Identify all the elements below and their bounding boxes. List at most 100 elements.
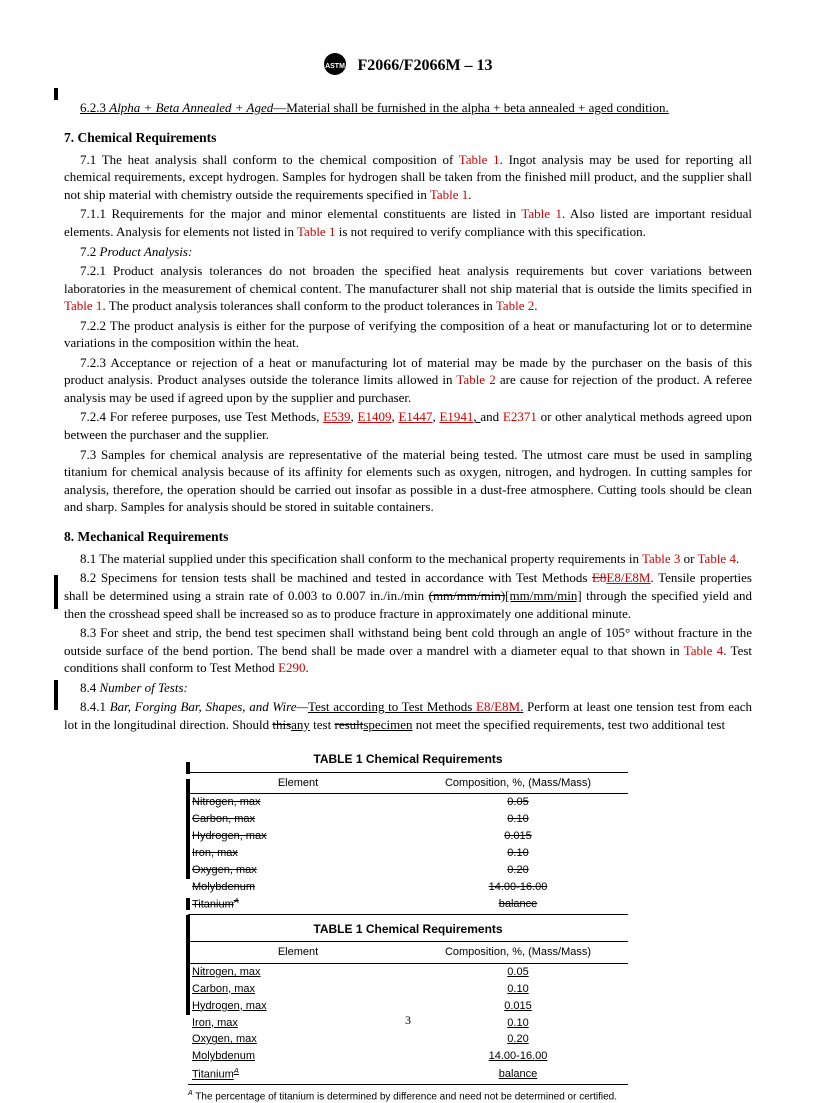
table-row: Nitrogen, max0.05 xyxy=(188,964,628,981)
clause-title: Alpha + Beta Annealed + Aged xyxy=(109,100,273,115)
revision-bar xyxy=(186,762,190,774)
table-cell-element: Molybdenum xyxy=(188,879,408,896)
table-footnote: A The percentage of titanium is determin… xyxy=(188,1089,628,1103)
table-cell-element: TitaniumA xyxy=(188,895,408,914)
table-title: TABLE 1 Chemical Requirements xyxy=(188,921,628,937)
section-8-heading: 8. Mechanical Requirements xyxy=(64,528,752,546)
para-8-4-1: 8.4.1 Bar, Forging Bar, Shapes, and Wire… xyxy=(64,698,752,733)
table-cell-value: 0.10 xyxy=(408,981,628,998)
table-cell-value: 0.10 xyxy=(408,811,628,828)
table-row: Carbon, max0.10 xyxy=(188,981,628,998)
table-cell-element: TitaniumA xyxy=(188,1065,408,1084)
table-cell-value: 0.20 xyxy=(408,1031,628,1048)
table-row: Iron, max0.10 xyxy=(188,845,628,862)
svg-text:ASTM: ASTM xyxy=(326,63,346,70)
deleted-text: (mm/mm/min) xyxy=(429,588,506,603)
deleted-text: this xyxy=(272,717,291,732)
table-cell-element: Nitrogen, max xyxy=(188,794,408,811)
table-cell-element: Nitrogen, max xyxy=(188,964,408,981)
table-row: Nitrogen, max0.05 xyxy=(188,794,628,811)
ref-table1: Table 1 xyxy=(521,206,562,221)
table-row: TitaniumAbalance xyxy=(188,1065,628,1084)
ref-e2371: E2371 xyxy=(503,409,537,424)
ref-e1447: E1447 xyxy=(398,409,432,424)
ref-table4: Table 4 xyxy=(698,551,736,566)
para-8-4-heading: 8.4 Number of Tests: xyxy=(64,679,752,697)
table-cell-value: 14.00-16.00 xyxy=(408,1048,628,1065)
page-number: 3 xyxy=(0,1013,816,1028)
table-cell-element: Iron, max xyxy=(188,845,408,862)
table-cell-value: 0.05 xyxy=(408,964,628,981)
para-8-3: 8.3 For sheet and strip, the bend test s… xyxy=(64,624,752,677)
table-cell-element: Carbon, max xyxy=(188,981,408,998)
para-7-1: 7.1 The heat analysis shall conform to t… xyxy=(64,151,752,204)
table-cell-value: 0.20 xyxy=(408,862,628,879)
ref-table3: Table 3 xyxy=(642,551,680,566)
table-cell-element: Oxygen, max xyxy=(188,1031,408,1048)
table-title: TABLE 1 Chemical Requirements xyxy=(188,751,628,767)
para-8-1: 8.1 The material supplied under this spe… xyxy=(64,550,752,568)
revision-bar xyxy=(54,680,58,710)
table-row: Oxygen, max0.20 xyxy=(188,862,628,879)
para-7-1-1: 7.1.1 Requirements for the major and min… xyxy=(64,205,752,240)
inserted-text: specimen xyxy=(363,717,412,732)
clause-text: —Material shall be furnished in the alph… xyxy=(273,100,669,115)
ref-e1409: E1409 xyxy=(358,409,392,424)
ref-table1: Table 1 xyxy=(459,152,500,167)
table-row: TitaniumAbalance xyxy=(188,895,628,914)
ref-table1: Table 1 xyxy=(430,187,468,202)
standard-designation: F2066/F2066M – 13 xyxy=(357,57,492,74)
para-8-2: 8.2 Specimens for tension tests shall be… xyxy=(64,569,752,622)
table-cell-element: Carbon, max xyxy=(188,811,408,828)
ref-table4: Table 4 xyxy=(684,643,723,658)
revision-bar xyxy=(186,915,190,1015)
inserted-text: [mm/mm/min] xyxy=(505,588,582,603)
revision-bar xyxy=(186,779,190,879)
table-cell-value: 0.05 xyxy=(408,794,628,811)
ref-table1: Table 1 xyxy=(64,298,102,313)
para-7-2-3: 7.2.3 Acceptance or rejection of a heat … xyxy=(64,354,752,407)
para-7-2-4: 7.2.4 For referee purposes, use Test Met… xyxy=(64,408,752,443)
ref-e8-strike: E8 xyxy=(592,570,606,585)
table-cell-value: 0.015 xyxy=(408,828,628,845)
para-7-2-2: 7.2.2 The product analysis is either for… xyxy=(64,317,752,352)
table-col-composition: Composition, %, (Mass/Mass) xyxy=(408,942,628,964)
table-row: Carbon, max0.10 xyxy=(188,811,628,828)
ref-table2: Table 2 xyxy=(496,298,534,313)
ref-e290: E290 xyxy=(278,660,305,675)
para-6-2-3: 6.2.3 Alpha + Beta Annealed + Aged—Mater… xyxy=(64,99,752,117)
inserted-text: any xyxy=(291,717,310,732)
table-cell-element: Molybdenum xyxy=(188,1048,408,1065)
para-7-2-heading: 7.2 Product Analysis: xyxy=(64,243,752,261)
para-7-2-1: 7.2.1 Product analysis tolerances do not… xyxy=(64,262,752,315)
table-cell-element: Hydrogen, max xyxy=(188,828,408,845)
table-col-element: Element xyxy=(188,772,408,794)
table-cell-element: Oxygen, max xyxy=(188,862,408,879)
table-1-deleted: TABLE 1 Chemical Requirements Element Co… xyxy=(188,751,628,915)
ref-e8e8m: E8/E8M xyxy=(476,699,520,714)
page-header: ASTM F2066/F2066M – 13 xyxy=(64,52,752,81)
ref-e8e8m: E8/E8M xyxy=(606,570,650,585)
revision-bar xyxy=(54,88,58,100)
table-row: Molybdenum14.00-16.00 xyxy=(188,1048,628,1065)
table-col-element: Element xyxy=(188,942,408,964)
table-row: Hydrogen, max0.015 xyxy=(188,828,628,845)
section-7-heading: 7. Chemical Requirements xyxy=(64,129,752,147)
table-row: Molybdenum14.00-16.00 xyxy=(188,879,628,896)
revision-bar xyxy=(186,898,190,910)
table-1-inserted: TABLE 1 Chemical Requirements Element Co… xyxy=(188,921,628,1103)
table-row: Oxygen, max0.20 xyxy=(188,1031,628,1048)
table-cell-value: 14.00-16.00 xyxy=(408,879,628,896)
ref-table1: Table 1 xyxy=(297,224,335,239)
table-cell-value: balance xyxy=(408,895,628,914)
table-cell-value: balance xyxy=(408,1065,628,1084)
table-col-composition: Composition, %, (Mass/Mass) xyxy=(408,772,628,794)
astm-logo: ASTM xyxy=(323,52,347,81)
deleted-text: result xyxy=(334,717,363,732)
ref-table2: Table 2 xyxy=(456,372,495,387)
clause-num: 6.2.3 xyxy=(80,100,106,115)
table-cell-value: 0.10 xyxy=(408,845,628,862)
para-7-3: 7.3 Samples for chemical analysis are re… xyxy=(64,446,752,516)
ref-e539: E539 xyxy=(323,409,350,424)
revision-bar xyxy=(54,575,58,609)
